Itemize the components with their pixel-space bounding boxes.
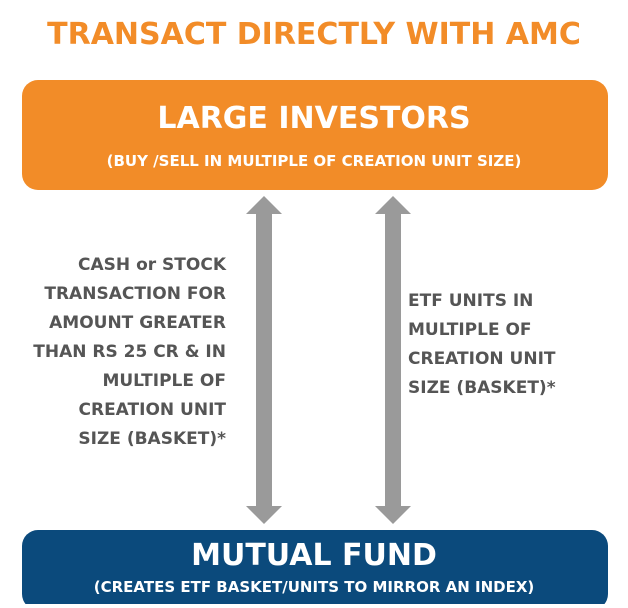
top-box xyxy=(22,80,608,190)
label-line: SIZE (BASKET)* xyxy=(408,378,556,398)
label-line: MULTIPLE OF xyxy=(102,371,226,391)
bottom-box-subtitle: (CREATES ETF BASKET/UNITS TO MIRROR AN I… xyxy=(94,578,535,596)
title: TRANSACT DIRECTLY WITH AMC xyxy=(47,17,581,52)
label-line: CREATION UNIT xyxy=(79,400,227,420)
arrows xyxy=(246,196,411,524)
bottom-box-title: MUTUAL FUND xyxy=(191,538,437,573)
label-line: THAN RS 25 CR & IN xyxy=(33,342,226,362)
label-line: MULTIPLE OF xyxy=(408,320,532,340)
label-line: SIZE (BASKET)* xyxy=(78,429,226,449)
top-box-subtitle: (BUY /SELL IN MULTIPLE OF CREATION UNIT … xyxy=(107,152,522,170)
label-line: CASH or STOCK xyxy=(78,255,227,275)
label-line: AMOUNT GREATER xyxy=(49,313,226,333)
right-arrow xyxy=(375,196,411,524)
label-line: CREATION UNIT xyxy=(408,349,556,369)
left-arrow xyxy=(246,196,282,524)
label-line: TRANSACTION FOR xyxy=(44,284,226,304)
label-line: ETF UNITS IN xyxy=(408,291,533,311)
bottom-box xyxy=(22,530,608,608)
top-box-title: LARGE INVESTORS xyxy=(157,101,470,136)
